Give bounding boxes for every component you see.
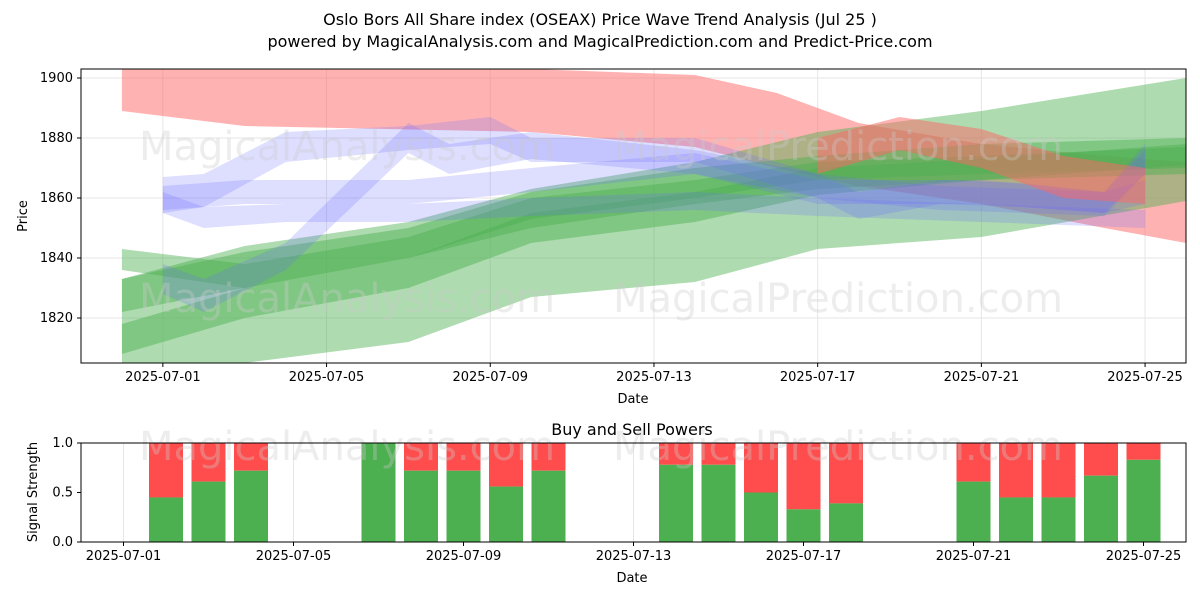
buy-power-bar <box>1126 459 1161 542</box>
watermark-analysis-mid: MagicalAnalysis.com <box>139 276 555 322</box>
signal-y-tick-label: 0.5 <box>52 486 73 501</box>
watermark-analysis-top: MagicalAnalysis.com <box>139 124 555 170</box>
watermark-prediction-top: MagicalPrediction.com <box>613 124 1063 170</box>
buy-power-bar <box>701 464 736 542</box>
price-x-axis: 2025-07-01 2025-07-05 2025-07-09 2025-07-13… <box>125 363 1183 385</box>
signal-y-axis-label: Signal Strength <box>26 442 41 542</box>
buy-power-bar <box>446 470 481 542</box>
price-y-tick-label: 1820 <box>40 311 73 326</box>
sell-power-bar <box>1041 443 1076 498</box>
signal-y-tick-label: 0.0 <box>52 535 73 550</box>
buy-power-bar <box>956 481 991 542</box>
buy-power-bar <box>191 481 226 542</box>
buy-power-bar <box>786 509 821 542</box>
signal-y-tick-label: 1.0 <box>52 436 73 451</box>
chart-subtitle: powered by MagicalAnalysis.com and Magic… <box>267 32 932 51</box>
price-plot-frame <box>80 68 1187 364</box>
signal-x-tick-label: 2025-07-09 <box>426 549 502 564</box>
sell-power-bar <box>744 443 778 493</box>
buy-power-bar <box>149 497 183 542</box>
sell-power-bar <box>489 443 523 487</box>
watermark-prediction-bottom: MagicalPrediction.com <box>613 424 1063 470</box>
sell-power-bar <box>701 443 736 465</box>
signal-x-tick-label: 2025-07-05 <box>256 549 332 564</box>
blue-price-band-5 <box>162 117 1146 219</box>
signal-plot-title: Buy and Sell Powers <box>551 420 713 439</box>
sell-power-bar <box>1084 443 1118 476</box>
sell-power-bar <box>234 443 268 471</box>
sell-power-bar <box>149 443 183 498</box>
chart-title: Oslo Bors All Share index (OSEAX) Price … <box>323 10 877 29</box>
buy-power-bar <box>531 470 566 542</box>
price-y-tick-label: 1900 <box>40 71 73 86</box>
price-x-tick-label: 2025-07-17 <box>780 370 856 385</box>
signal-x-axis: 2025-07-01 2025-07-05 2025-07-09 2025-07-13… <box>86 542 1182 564</box>
signal-x-tick-label: 2025-07-25 <box>1106 549 1182 564</box>
buy-power-bar <box>361 443 396 542</box>
sell-power-bar <box>1126 443 1161 460</box>
price-x-tick-label: 2025-07-05 <box>289 370 365 385</box>
sell-power-bar <box>956 443 991 482</box>
buy-power-bar <box>1084 475 1118 542</box>
buy-power-bar <box>489 486 523 542</box>
buy-power-bar <box>744 492 778 542</box>
signal-x-axis-label: Date <box>616 571 647 586</box>
signal-x-tick-label: 2025-07-13 <box>596 549 672 564</box>
price-x-tick-label: 2025-07-09 <box>452 370 528 385</box>
blue-price-band-6 <box>162 144 1146 213</box>
signal-bars <box>149 443 1161 542</box>
price-x-axis-label: Date <box>617 392 648 407</box>
price-y-tick-label: 1840 <box>40 251 73 266</box>
sell-power-bar <box>531 443 566 471</box>
signal-plot: Buy and Sell Powers MagicalAnalysis.com … <box>26 420 1187 586</box>
price-x-tick-label: 2025-07-01 <box>125 370 201 385</box>
buy-power-bar <box>999 497 1033 542</box>
price-x-tick-label: 2025-07-13 <box>616 370 692 385</box>
sell-power-bar <box>191 443 226 482</box>
price-y-axis: 1820 1840 1860 1880 1900 <box>40 71 81 326</box>
signal-x-tick-label: 2025-07-01 <box>86 549 162 564</box>
watermark-analysis-bottom: MagicalAnalysis.com <box>139 424 555 470</box>
sell-power-bar <box>659 443 693 465</box>
sell-power-bar <box>999 443 1033 498</box>
price-x-tick-label: 2025-07-25 <box>1107 370 1183 385</box>
buy-power-bar <box>404 470 438 542</box>
green-price-band-4 <box>121 147 1186 288</box>
blue-price-band-7 <box>162 123 1146 312</box>
buy-power-bar <box>829 503 863 542</box>
sell-power-bar <box>829 443 863 504</box>
buy-power-bar <box>659 464 693 542</box>
price-plot: MagicalAnalysis.com MagicalPrediction.co… <box>16 68 1187 407</box>
blue-price-band-8 <box>162 192 1146 228</box>
green-price-band-3 <box>121 138 1186 312</box>
red-price-band-9 <box>817 117 1146 204</box>
signal-x-tick-label: 2025-07-21 <box>936 549 1012 564</box>
buy-power-bar <box>234 470 268 542</box>
sell-power-bar <box>786 443 821 510</box>
price-y-axis-label: Price <box>16 200 31 232</box>
price-bands <box>121 69 1186 363</box>
buy-power-bar <box>1041 497 1076 542</box>
price-x-tick-label: 2025-07-21 <box>944 370 1020 385</box>
price-y-tick-label: 1880 <box>40 131 73 146</box>
price-y-tick-label: 1860 <box>40 191 73 206</box>
sell-power-bar <box>446 443 481 471</box>
signal-y-axis: 0.0 0.5 1.0 <box>52 436 81 550</box>
signal-x-tick-label: 2025-07-17 <box>766 549 842 564</box>
sell-power-bar <box>404 443 438 471</box>
watermark-prediction-mid: MagicalPrediction.com <box>613 276 1063 322</box>
red-price-band-0 <box>121 69 1186 243</box>
